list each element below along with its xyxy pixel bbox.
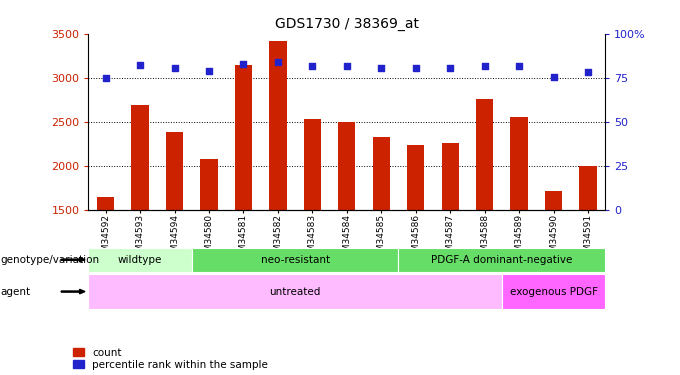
Point [135,62,146,68]
Bar [192,248,398,272]
Text: wildtype: wildtype [118,255,163,265]
Text: genotype/variation: genotype/variation [1,255,100,265]
Point [548,74,559,80]
Point [445,65,456,71]
Point [410,65,421,71]
Bar [373,137,390,210]
Bar [338,122,356,210]
Bar [407,145,424,210]
Point [479,63,490,69]
Point [100,75,111,81]
Text: PDGF-A dominant-negative: PDGF-A dominant-negative [431,255,573,265]
Bar [441,143,459,210]
Point [169,65,180,71]
Bar [131,105,149,210]
Title: GDS1730 / 38369_at: GDS1730 / 38369_at [275,17,419,32]
Text: untreated: untreated [269,286,321,297]
Bar [398,248,605,272]
Bar [511,117,528,210]
Text: exogenous PDGF: exogenous PDGF [509,286,598,297]
Point [273,58,284,64]
Point [307,63,318,69]
Bar [166,132,183,210]
Bar [579,166,596,210]
Bar [476,99,493,210]
Text: agent: agent [1,286,31,297]
Bar [269,41,286,210]
Bar [545,190,562,210]
Text: neo-resistant: neo-resistant [260,255,330,265]
Point [238,61,249,67]
Point [583,69,594,75]
Bar [502,274,605,309]
Point [376,65,387,71]
Bar [235,64,252,210]
Bar [201,159,218,210]
Bar [97,197,114,210]
Legend: count, percentile rank within the sample: count, percentile rank within the sample [73,348,268,370]
Bar [88,274,502,309]
Point [203,68,214,74]
Bar [304,119,321,210]
Bar [88,248,192,272]
Point [513,63,524,69]
Point [341,63,352,69]
